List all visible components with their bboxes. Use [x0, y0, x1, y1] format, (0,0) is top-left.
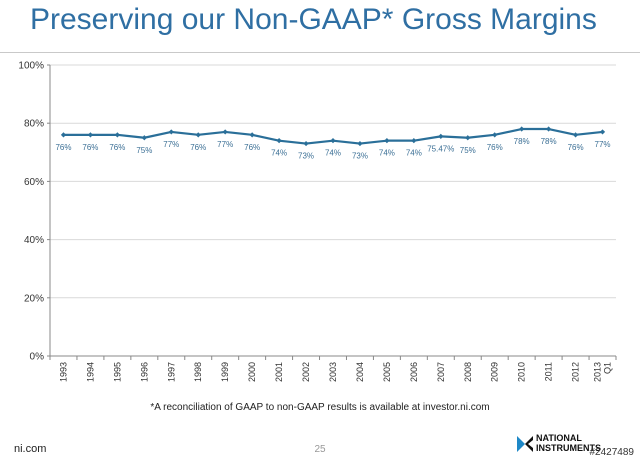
x-tick-label: 1999 [220, 362, 230, 382]
data-label: 74% [379, 149, 395, 158]
data-label: 76% [190, 143, 206, 152]
data-point [168, 129, 174, 135]
x-tick-label: 2009 [490, 362, 500, 382]
data-label: 77% [163, 140, 179, 149]
data-label: 76% [487, 143, 503, 152]
data-label: 73% [352, 152, 368, 161]
x-tick-label: 2004 [355, 362, 365, 382]
y-tick-label: 20% [24, 293, 44, 304]
eagle-logo-icon [517, 436, 533, 452]
x-tick-label: 2007 [436, 362, 446, 382]
data-point [492, 132, 498, 138]
data-point [330, 138, 336, 144]
footnote: *A reconciliation of GAAP to non-GAAP re… [150, 402, 490, 413]
page-number: 25 [314, 444, 326, 455]
data-label: 74% [271, 149, 287, 158]
data-point [411, 138, 417, 144]
x-tick-label: 1994 [85, 362, 95, 382]
y-tick-label: 100% [18, 61, 44, 72]
data-point [222, 129, 228, 135]
x-tick-label: 1996 [139, 362, 149, 382]
data-point [195, 132, 201, 138]
data-point [519, 126, 525, 132]
x-tick-label: 2006 [409, 362, 419, 382]
title-divider [0, 52, 640, 53]
data-label: 76% [55, 143, 71, 152]
data-point [438, 133, 444, 139]
data-point [357, 140, 363, 147]
x-tick-label: 2002 [301, 362, 311, 382]
x-tick-label: 2000 [247, 362, 257, 382]
data-point [384, 138, 390, 144]
x-tick-label: 1997 [166, 362, 176, 382]
x-tick-label: 2003 [328, 362, 338, 382]
data-labels: 76% 76% 76% 75% 77% 76% 77% 76% 74% 73% 74% 73% 74% 7… [55, 137, 610, 161]
data-label: 74% [406, 149, 422, 158]
data-label: 75% [136, 146, 152, 155]
x-tick-label: 2011 [544, 362, 554, 381]
company-logo: NATIONAL INSTRUMENTS [516, 432, 634, 458]
data-label: 77% [217, 140, 233, 149]
y-axis-ticks: 0% 20% 40% 60% 80% 100% [18, 61, 44, 363]
data-label: 78% [514, 137, 530, 146]
data-point [114, 132, 120, 138]
data-point [546, 126, 552, 132]
footer-site: ni.com [14, 443, 47, 455]
data-point [572, 132, 579, 138]
logo-text-line2: INSTRUMENTS [536, 443, 601, 453]
data-label: 74% [325, 149, 341, 158]
axes [47, 64, 617, 360]
data-point [465, 135, 471, 141]
x-tick-label: 1993 [58, 362, 68, 382]
data-point [249, 132, 255, 138]
data-point [87, 132, 94, 138]
logo-text-line1: NATIONAL [536, 433, 582, 443]
data-label: 75% [460, 146, 476, 155]
data-point [60, 132, 67, 138]
x-tick-label: 2013Q1 [593, 362, 613, 382]
x-tick-label: 2008 [463, 362, 473, 382]
slide-title: Preserving our Non-GAAP* Gross Margins [30, 3, 597, 36]
x-tick-label: 1995 [112, 362, 122, 382]
x-tick-label: 2001 [274, 362, 284, 382]
x-tick-label: 2005 [382, 362, 392, 382]
data-label: 78% [541, 137, 557, 146]
series-margin [60, 126, 606, 147]
data-label: 76% [82, 143, 98, 152]
x-tick-label: 2010 [517, 362, 527, 382]
data-point [141, 135, 147, 141]
y-tick-label: 80% [24, 119, 44, 130]
data-label: 76% [244, 143, 260, 152]
data-label: 73% [298, 152, 314, 161]
y-tick-label: 60% [24, 177, 44, 188]
data-label: 75.47% [427, 144, 454, 153]
data-label: 76% [109, 143, 125, 152]
y-tick-label: 40% [24, 235, 44, 246]
data-label: 77% [595, 140, 611, 149]
logo-text: NATIONAL INSTRUMENTS [536, 433, 601, 453]
x-axis-ticks: 1993 1994 1995 1996 1997 1998 1999 2000 2001 2002… [58, 362, 612, 382]
x-tick-label: 2012 [571, 362, 581, 382]
data-point [276, 138, 282, 144]
data-point [599, 129, 606, 135]
gridlines [50, 64, 616, 299]
data-label: 76% [568, 143, 584, 152]
x-tick-label: 1998 [193, 362, 203, 382]
watermark: #2427489 [589, 447, 635, 458]
data-point [303, 140, 309, 147]
gross-margin-chart: 0%20%40%60%80%100% 1993 1994 1995 1996 1997 1… [18, 61, 617, 382]
y-tick-label: 0% [30, 352, 45, 363]
